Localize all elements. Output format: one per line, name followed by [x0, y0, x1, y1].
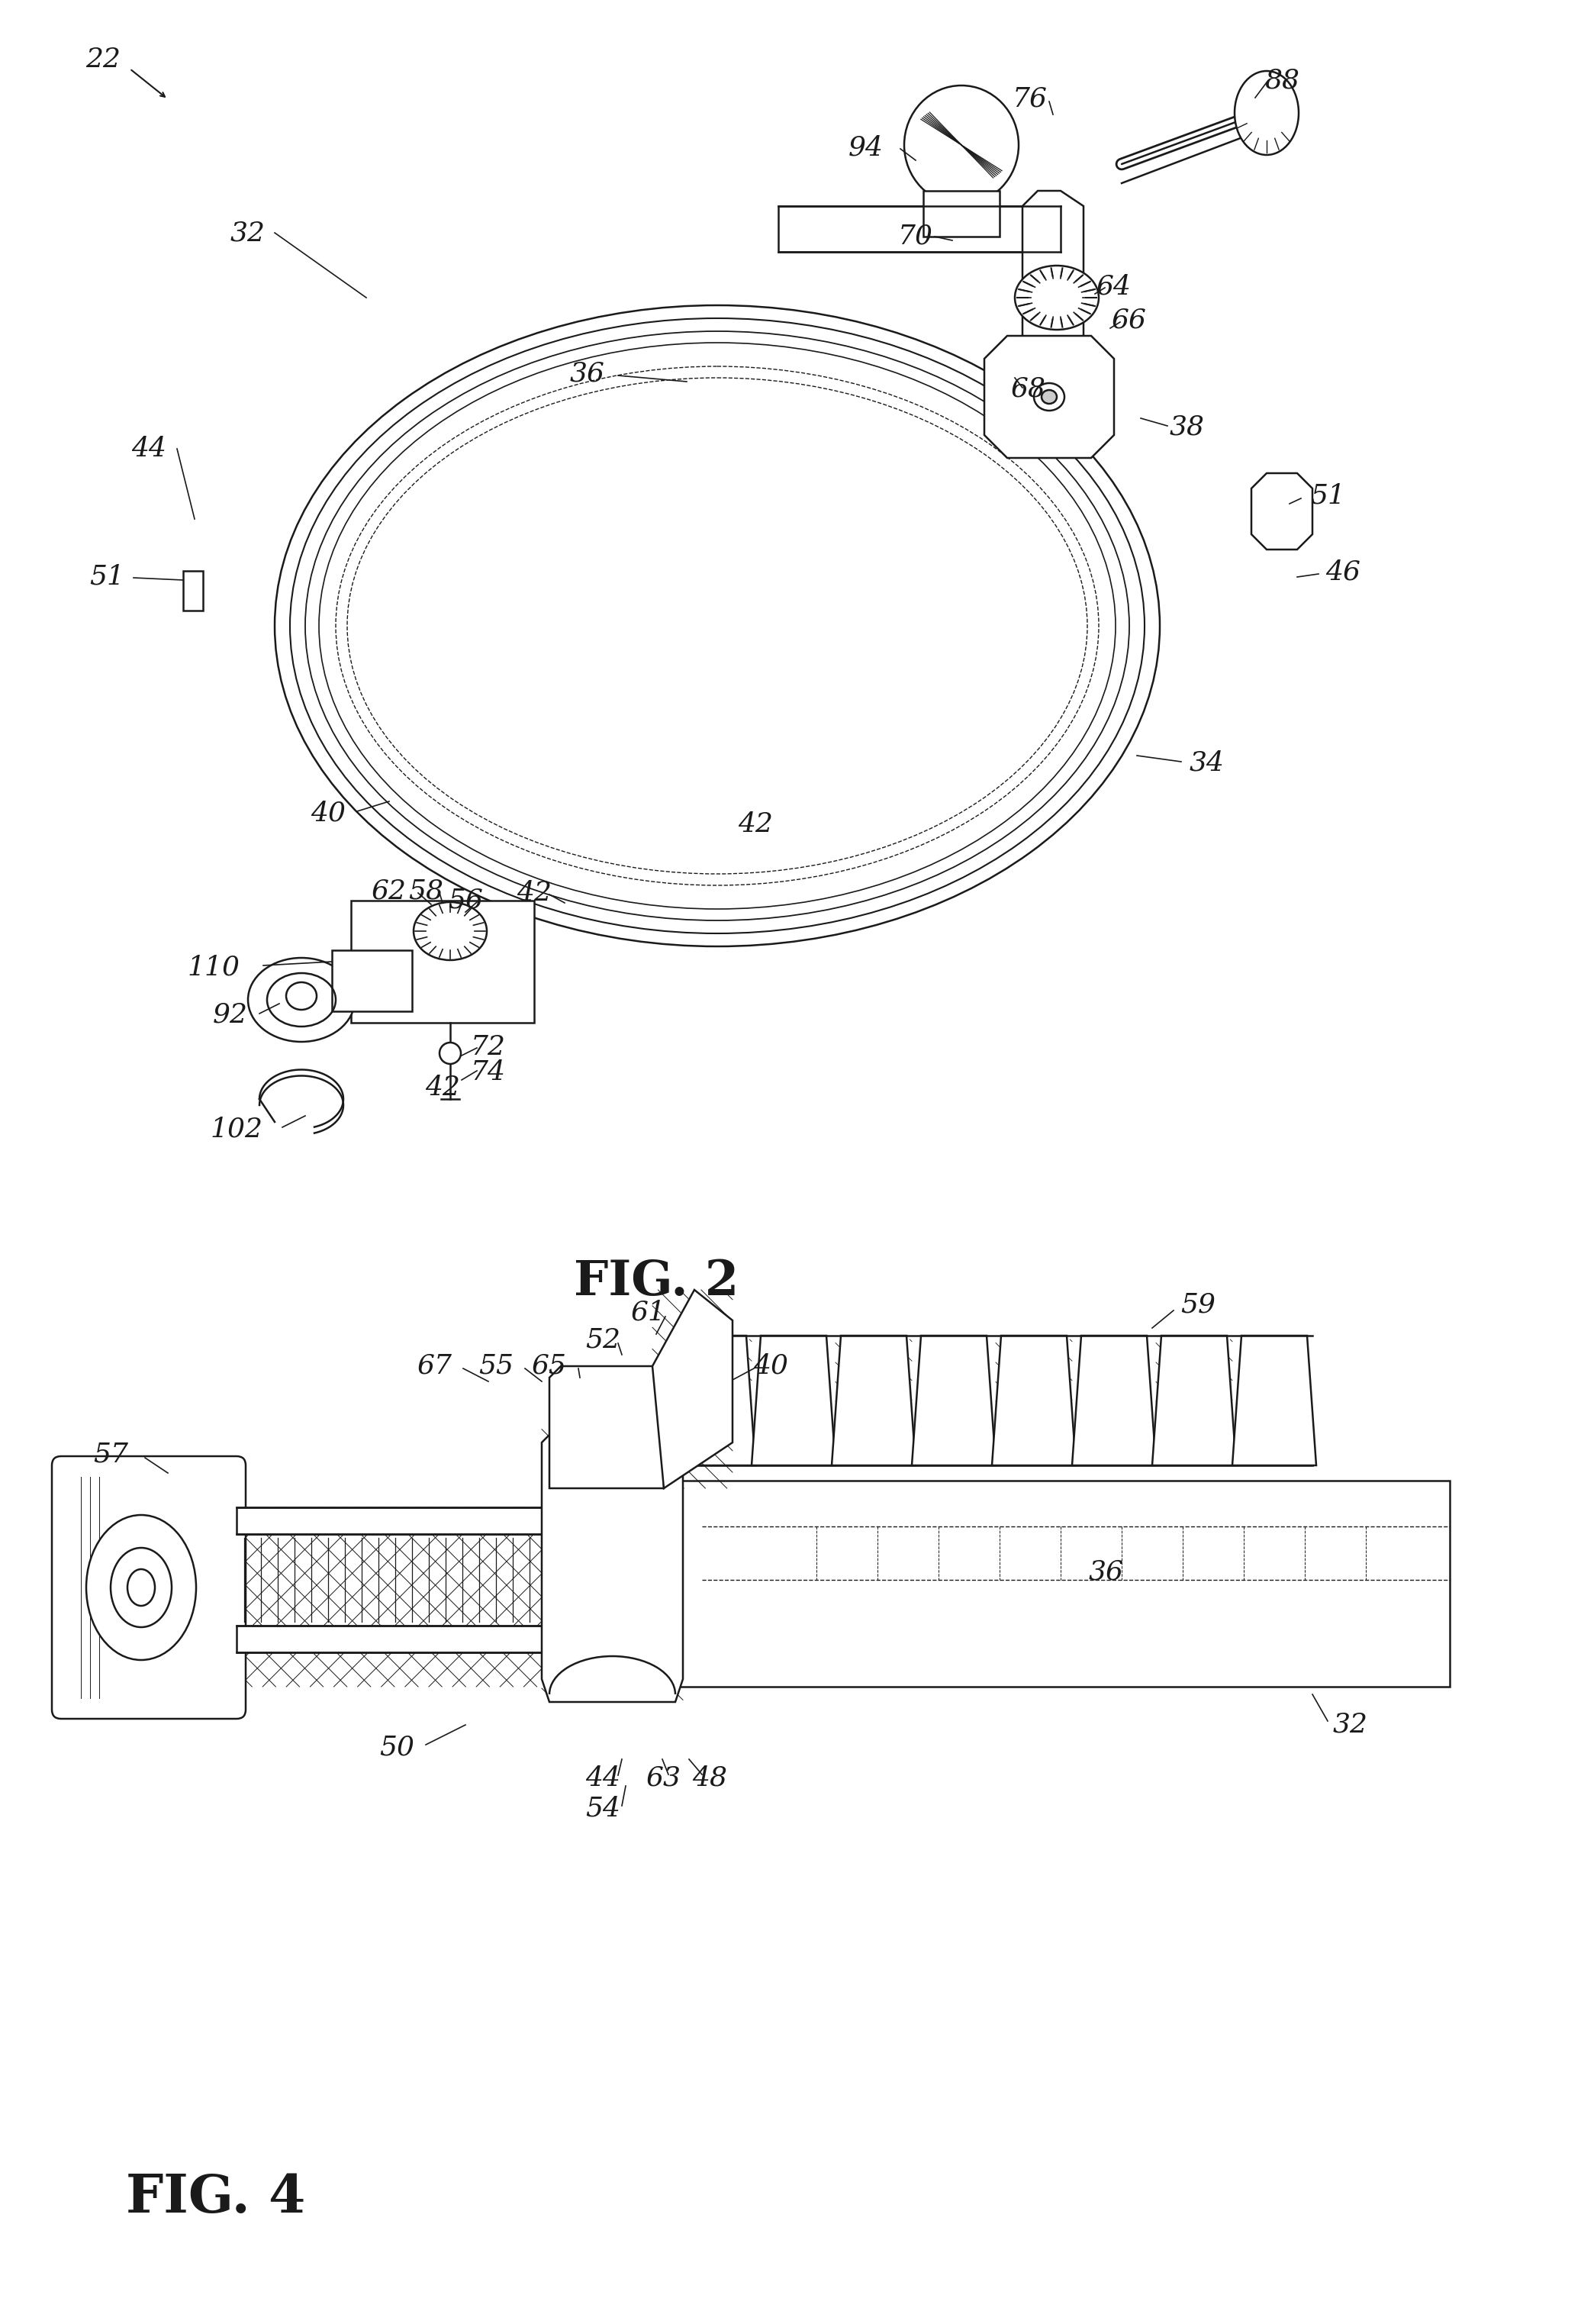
Ellipse shape — [1042, 390, 1056, 404]
Text: 44: 44 — [131, 437, 166, 462]
Text: 55: 55 — [479, 1353, 514, 1378]
Text: FIG. 2: FIG. 2 — [574, 1260, 738, 1306]
Text: 42: 42 — [425, 1074, 460, 1102]
Polygon shape — [1232, 1336, 1317, 1466]
Ellipse shape — [414, 902, 487, 960]
Polygon shape — [1023, 191, 1083, 351]
Bar — [237, 1508, 664, 1534]
Text: 40: 40 — [753, 1353, 789, 1378]
Polygon shape — [912, 1336, 996, 1466]
Text: 36: 36 — [571, 360, 606, 388]
Text: 64: 64 — [1097, 274, 1132, 300]
Text: 51: 51 — [89, 562, 125, 590]
Ellipse shape — [87, 1515, 196, 1659]
Ellipse shape — [1015, 265, 1099, 330]
Polygon shape — [1072, 1336, 1156, 1466]
Text: 67: 67 — [417, 1353, 452, 1378]
Text: 51: 51 — [1311, 483, 1345, 509]
Polygon shape — [1252, 474, 1312, 548]
Text: 110: 110 — [187, 955, 240, 981]
Text: 58: 58 — [408, 878, 443, 904]
Text: 68: 68 — [1010, 376, 1047, 402]
Text: 36: 36 — [1089, 1559, 1124, 1585]
Text: 56: 56 — [447, 888, 484, 913]
Ellipse shape — [248, 957, 354, 1041]
Polygon shape — [985, 335, 1115, 458]
Polygon shape — [991, 1336, 1077, 1466]
Text: 54: 54 — [585, 1796, 620, 1822]
Ellipse shape — [1034, 383, 1064, 411]
Text: 94: 94 — [849, 135, 884, 160]
Text: 92: 92 — [213, 1002, 248, 1027]
Text: 38: 38 — [1170, 414, 1205, 439]
Ellipse shape — [1235, 72, 1298, 156]
Text: 57: 57 — [93, 1441, 128, 1466]
Text: 88: 88 — [1265, 67, 1300, 93]
Bar — [923, 191, 999, 237]
Bar — [237, 1627, 664, 1652]
Polygon shape — [672, 1336, 756, 1466]
Text: 65: 65 — [531, 1353, 568, 1378]
Bar — [351, 902, 534, 1023]
Text: 50: 50 — [379, 1734, 414, 1762]
Ellipse shape — [440, 1043, 462, 1064]
Polygon shape — [542, 1427, 683, 1701]
Text: 46: 46 — [1325, 560, 1361, 586]
Bar — [332, 951, 413, 1011]
Text: 22: 22 — [85, 46, 120, 72]
Polygon shape — [832, 1336, 915, 1466]
Text: 62: 62 — [372, 878, 406, 904]
Text: 59: 59 — [1181, 1292, 1216, 1318]
Text: 34: 34 — [1189, 751, 1225, 776]
Text: 70: 70 — [898, 223, 933, 249]
Text: 42: 42 — [517, 881, 552, 906]
Polygon shape — [653, 1290, 732, 1487]
Text: 44: 44 — [585, 1766, 620, 1792]
Text: 48: 48 — [692, 1766, 727, 1792]
Polygon shape — [549, 1367, 664, 1487]
Bar — [183, 572, 202, 611]
Bar — [664, 1480, 1450, 1687]
Text: 63: 63 — [647, 1766, 681, 1792]
FancyBboxPatch shape — [52, 1457, 245, 1720]
Text: 32: 32 — [231, 221, 266, 246]
Text: 40: 40 — [310, 799, 346, 825]
Text: 102: 102 — [210, 1116, 262, 1143]
Text: 32: 32 — [1333, 1713, 1368, 1738]
Text: 42: 42 — [738, 811, 773, 837]
Ellipse shape — [904, 86, 1018, 205]
Polygon shape — [751, 1336, 835, 1466]
Text: FIG. 4: FIG. 4 — [126, 2173, 305, 2224]
Text: 66: 66 — [1111, 307, 1146, 335]
Text: 61: 61 — [631, 1299, 666, 1325]
Bar — [778, 207, 1061, 251]
Text: 74: 74 — [471, 1060, 506, 1085]
Text: 76: 76 — [1012, 86, 1048, 112]
Text: 52: 52 — [585, 1327, 620, 1353]
Text: 72: 72 — [471, 1034, 506, 1060]
Polygon shape — [1153, 1336, 1236, 1466]
